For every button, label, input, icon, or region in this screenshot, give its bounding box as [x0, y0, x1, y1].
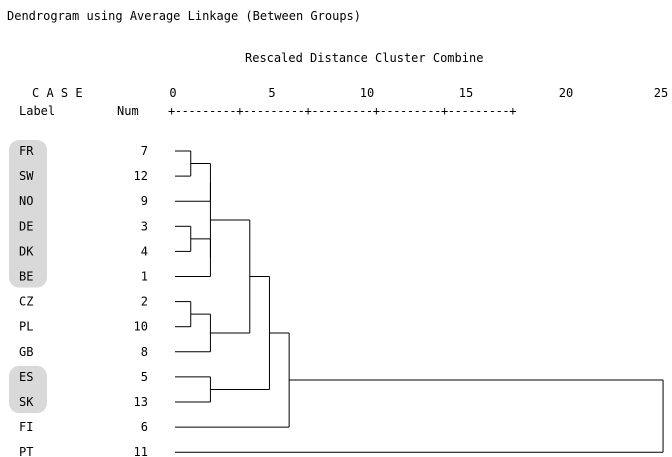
case-number: 4 — [141, 244, 148, 258]
tick-label: 20 — [558, 86, 574, 100]
case-number: 5 — [141, 370, 148, 384]
case-label: DE — [19, 219, 33, 233]
case-number: 12 — [134, 169, 148, 183]
case-label: GB — [19, 345, 33, 359]
case-number: 6 — [141, 420, 148, 434]
case-number: 8 — [141, 345, 148, 359]
case-label: FR — [19, 144, 34, 158]
case-number: 1 — [141, 270, 148, 284]
case-label: SK — [19, 395, 34, 409]
case-label: NO — [19, 194, 33, 208]
tick-label: 15 — [458, 86, 474, 100]
case-label: SW — [19, 169, 34, 183]
case-number: 11 — [134, 445, 148, 457]
case-label: ES — [19, 370, 33, 384]
case-number: 9 — [141, 194, 148, 208]
axis-ruler: +---------+---------+---------+---------… — [168, 104, 517, 118]
case-number: 3 — [141, 219, 148, 233]
highlight-group — [9, 140, 47, 288]
dendrogram-title: Dendrogram using Average Linkage (Betwee… — [7, 9, 362, 23]
case-number: 10 — [134, 320, 148, 334]
label-column-header: Label — [19, 104, 56, 118]
tick-label: 10 — [359, 86, 375, 100]
case-label: PL — [19, 320, 33, 334]
case-number: 7 — [141, 144, 148, 158]
case-label: DK — [19, 244, 34, 258]
case-label: PT — [19, 445, 33, 457]
tick-label: 0 — [169, 86, 177, 100]
axis-subtitle: Rescaled Distance Cluster Combine — [245, 51, 484, 65]
case-label: CZ — [19, 295, 33, 309]
case-label: FI — [19, 420, 33, 434]
case-label: BE — [19, 270, 33, 284]
case-header: C A S E — [32, 86, 83, 100]
tick-label: 25 — [653, 86, 669, 100]
tick-label: 5 — [268, 86, 276, 100]
case-number: 2 — [141, 295, 148, 309]
highlight-group — [9, 365, 47, 413]
num-column-header: Num — [117, 104, 139, 118]
case-number: 13 — [134, 395, 148, 409]
